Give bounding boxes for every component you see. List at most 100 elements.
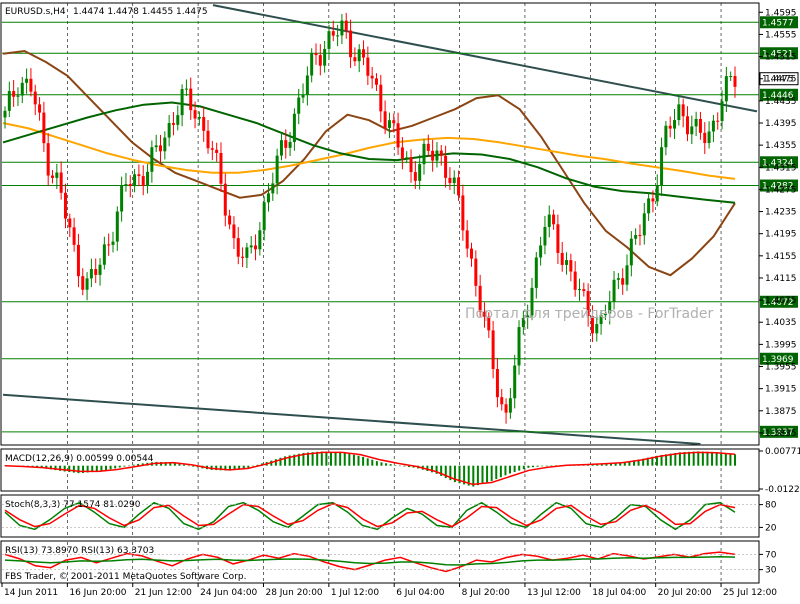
- rsi-line: [4, 551, 736, 573]
- macd-histogram: [4, 451, 736, 487]
- time-tick-label: 18 Jul 04:00: [592, 588, 646, 598]
- candle-body: [508, 398, 512, 413]
- macd-bar: [467, 465, 470, 486]
- rsi-line: [4, 555, 736, 566]
- macd-bar: [711, 451, 714, 466]
- macd-bar: [531, 465, 534, 468]
- stochastic-tick-label: 20: [765, 523, 777, 533]
- time-tick-label: 8 Jul 20:00: [462, 588, 511, 598]
- macd-bar: [458, 465, 461, 484]
- macd-bar: [242, 465, 245, 469]
- candle-body: [279, 140, 283, 156]
- level-label: 1.4072: [762, 298, 794, 308]
- macd-bar: [68, 465, 71, 473]
- candle-body: [396, 123, 400, 148]
- time-tick-label: 16 Jun 20:00: [69, 588, 126, 598]
- price-pane[interactable]: 1.4577 1.4521 1.4475 1.4446 1.4324 1.4282 1.40…: [0, 2, 799, 446]
- candle-body: [210, 148, 214, 150]
- macd-bar: [394, 465, 397, 466]
- candle-body: [565, 260, 569, 265]
- candle-body: [193, 110, 197, 119]
- candle-body: [16, 95, 20, 97]
- time-tick-label: 1 Jul 12:00: [331, 588, 380, 598]
- candle-body: [33, 91, 37, 105]
- price-tick-label: 1.3995: [765, 340, 797, 350]
- macd-bar: [734, 454, 736, 466]
- candle-body: [271, 183, 275, 194]
- rsi-pane[interactable]: RSI(13) 73.8970 RSI(13) 63.3703 FBS Trad…: [0, 540, 777, 584]
- candle-body: [698, 118, 702, 133]
- level-label-box: [760, 295, 798, 308]
- macd-bar: [715, 452, 718, 466]
- macd-pane[interactable]: MACD(12,26,9) 0.00599 0.00544 0.00771 -0.…: [0, 447, 800, 495]
- candle-body: [94, 269, 98, 275]
- time-tick-label: 24 Jun 04:00: [200, 588, 257, 598]
- candle-body: [357, 49, 361, 62]
- candle-body: [608, 301, 612, 314]
- candle-body: [120, 185, 124, 212]
- stochastic-line: [4, 503, 736, 528]
- rsi-lines: [4, 551, 736, 573]
- candle-body: [141, 176, 145, 186]
- macd-bar: [398, 465, 401, 467]
- macd-bar: [54, 465, 57, 471]
- candle-body: [392, 120, 396, 124]
- price-tick-label: 1.3915: [765, 385, 797, 395]
- macd-bar: [105, 465, 108, 471]
- price-tick-label: 1.3835: [765, 429, 797, 439]
- candle-body: [457, 177, 461, 196]
- rsi-title: RSI(13) 73.8970 RSI(13) 63.3703: [5, 546, 154, 556]
- candle-body: [197, 117, 201, 119]
- price-tick-label: 1.4035: [765, 318, 797, 328]
- macd-bar: [476, 465, 479, 486]
- macd-bar: [343, 452, 346, 466]
- copyright: FBS Trader, © 2001-2011 MetaQuotes Softw…: [5, 572, 246, 582]
- trendline: [2, 393, 701, 445]
- macd-bar: [137, 463, 140, 466]
- macd-bar: [325, 451, 328, 466]
- macd-bar: [311, 452, 314, 466]
- candle-body: [133, 174, 137, 187]
- candle-body: [478, 285, 482, 312]
- time-tick-label: 13 Jul 12:00: [527, 588, 581, 598]
- macd-bar: [486, 465, 489, 483]
- price-tick-label: 1.3875: [765, 407, 797, 417]
- candle-body: [448, 177, 452, 184]
- macd-bar: [426, 465, 429, 472]
- macd-bar: [352, 454, 355, 466]
- macd-bar: [605, 463, 608, 466]
- candle-body: [439, 150, 443, 156]
- candle-body: [349, 30, 353, 58]
- macd-bar: [472, 465, 475, 487]
- macd-bar: [481, 465, 484, 484]
- candle-body: [595, 324, 599, 334]
- macd-bar: [430, 465, 433, 473]
- stochastic-pane[interactable]: Stoch(8,3,3) 77.1574 81.0290 80 20: [0, 494, 777, 538]
- macd-bar: [178, 463, 181, 466]
- level-label: 1.3837: [762, 428, 794, 438]
- macd-bar: [91, 465, 94, 473]
- candle-body: [668, 125, 672, 129]
- macd-bar: [614, 462, 617, 466]
- price-tick-label: 1.4075: [765, 296, 797, 306]
- candle-body: [582, 289, 586, 292]
- price-tick-label: 1.4595: [765, 8, 797, 18]
- candle-body: [625, 265, 629, 285]
- candle-body: [638, 235, 642, 237]
- candle-body: [206, 130, 210, 149]
- candle-body: [470, 248, 474, 259]
- macd-bar: [729, 453, 732, 466]
- candle-body: [258, 230, 262, 250]
- candle-body: [85, 278, 89, 290]
- macd-bar: [522, 465, 525, 470]
- macd-bar: [619, 462, 622, 466]
- candle-body: [685, 116, 689, 135]
- candle-body: [660, 147, 664, 186]
- level-label-box: [760, 352, 798, 365]
- macd-bar: [366, 458, 369, 466]
- price-axis: 1.4595 1.4555 1.4515 1.4475 1.4435 1.4395 1.43…: [759, 8, 797, 439]
- candle-body: [3, 110, 7, 118]
- candle-body: [426, 143, 430, 151]
